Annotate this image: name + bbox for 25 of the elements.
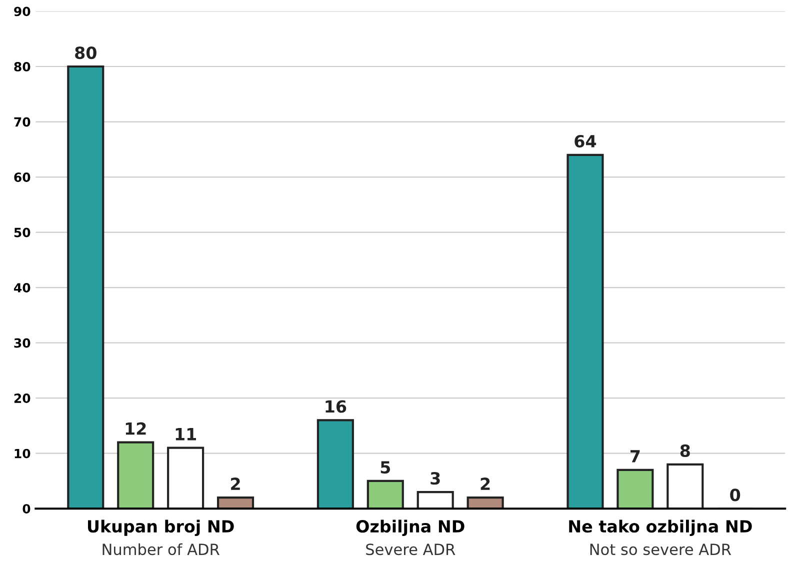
data-label: 16 [326,400,346,413]
data-label: 5 [380,461,390,474]
data-label: 2 [231,478,240,490]
y-tick-label: 20 [14,394,30,404]
data-label: 80 [75,46,96,60]
y-tick-label: 90 [14,6,30,16]
data-label: 2 [480,478,490,490]
y-tick-label: 0 [22,504,30,514]
y-tick-label: 10 [14,448,30,458]
y-tick-label: 70 [14,117,30,127]
y-tick-label: 60 [14,172,30,182]
y-tick-label: 80 [14,62,30,72]
data-label: 7 [630,450,640,462]
x-tick-label: Ne tako ozbiljna ND Not so severe ADR [569,520,752,556]
y-tick-label: 30 [14,338,30,348]
data-label: 8 [680,444,690,458]
x-tick-label: Ukupan broj ND Number of ADR [88,520,234,556]
data-label: 0 [730,488,740,502]
data-label: 12 [126,422,146,435]
y-tick-label: 50 [14,228,30,238]
data-label: 3 [430,472,440,485]
x-tick-label: Ozbiljna ND Severe ADR [356,520,464,556]
data-label: 64 [574,134,596,148]
y-tick-label: 40 [14,283,30,292]
data-label: 11 [176,428,196,440]
